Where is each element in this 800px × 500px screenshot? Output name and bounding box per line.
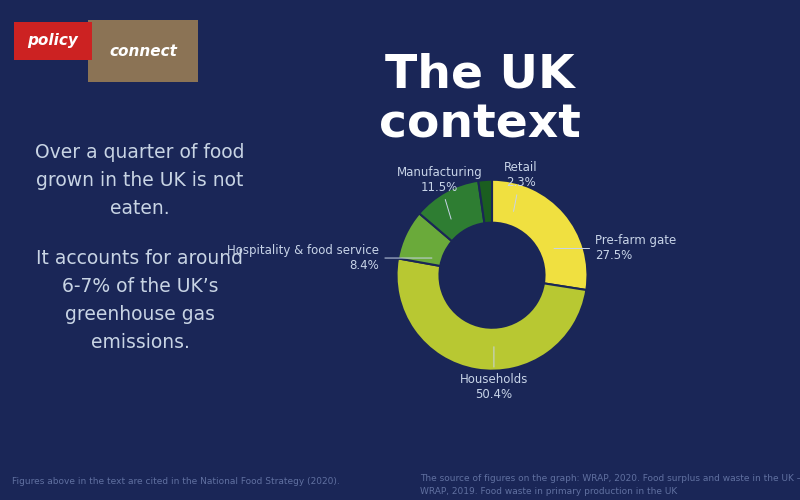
FancyBboxPatch shape	[14, 22, 92, 60]
Text: Pre-farm gate
27.5%: Pre-farm gate 27.5%	[554, 234, 676, 262]
FancyBboxPatch shape	[88, 20, 198, 82]
Wedge shape	[397, 258, 586, 370]
Text: connect: connect	[109, 44, 177, 59]
Text: Retail
2.3%: Retail 2.3%	[504, 162, 538, 212]
Wedge shape	[478, 180, 492, 224]
Wedge shape	[419, 180, 485, 241]
Text: Hospitality & food service
8.4%: Hospitality & food service 8.4%	[227, 244, 432, 272]
Text: Households
50.4%: Households 50.4%	[460, 347, 528, 401]
Text: The UK
context: The UK context	[379, 52, 581, 148]
Wedge shape	[398, 214, 452, 266]
Text: The source of figures on the graph: WRAP, 2020. Food surplus and waste in the UK: The source of figures on the graph: WRAP…	[420, 474, 800, 496]
Text: It accounts for around
6-7% of the UK’s
greenhouse gas
emissions.: It accounts for around 6-7% of the UK’s …	[37, 248, 243, 352]
Text: policy: policy	[27, 34, 78, 48]
Text: Over a quarter of food
grown in the UK is not
eaten.: Over a quarter of food grown in the UK i…	[35, 142, 245, 218]
Text: Manufacturing
11.5%: Manufacturing 11.5%	[397, 166, 482, 219]
Text: Figures above in the text are cited in the National Food Strategy (2020).: Figures above in the text are cited in t…	[12, 478, 340, 486]
Wedge shape	[492, 180, 587, 290]
